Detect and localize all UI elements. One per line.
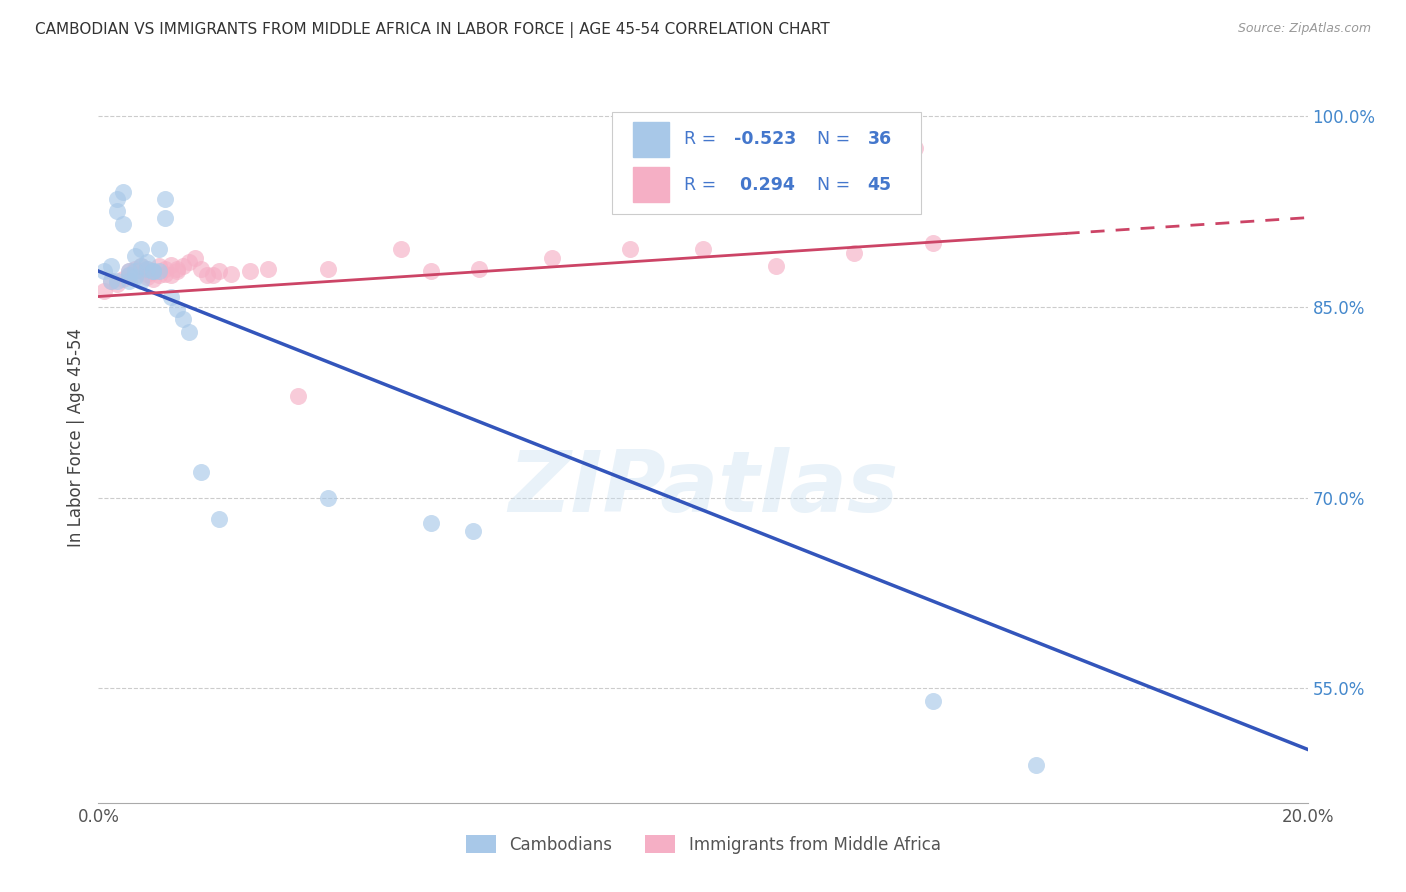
Point (105, 277, 128, 291)
Point (208, 512, 231, 526)
Point (540, 252, 562, 266)
Point (172, 259, 194, 273)
Point (195, 268, 218, 282)
Text: N =: N = (817, 130, 855, 148)
Point (202, 268, 225, 282)
Point (184, 252, 207, 266)
Point (118, 264, 141, 278)
Point (844, 246, 866, 260)
Text: R =: R = (683, 130, 721, 148)
Point (135, 270, 157, 285)
Point (129, 274, 152, 288)
Point (93, 264, 115, 278)
Point (148, 259, 170, 273)
Point (389, 243, 412, 257)
Point (111, 271, 134, 285)
Point (129, 259, 152, 273)
Point (692, 243, 714, 257)
Text: 0.294: 0.294 (734, 176, 796, 194)
Legend: Cambodians, Immigrants from Middle Africa: Cambodians, Immigrants from Middle Afric… (458, 829, 948, 860)
Point (105, 274, 128, 288)
Point (142, 264, 165, 278)
Point (129, 243, 152, 257)
Point (129, 259, 152, 273)
Point (619, 243, 641, 257)
Point (124, 270, 146, 285)
Point (111, 217, 134, 231)
Point (316, 491, 339, 505)
Point (100, 274, 122, 288)
Point (148, 264, 170, 278)
Point (190, 465, 212, 479)
Point (765, 259, 787, 273)
Point (420, 264, 443, 278)
Point (142, 264, 165, 278)
Point (221, 267, 243, 281)
Point (316, 261, 339, 276)
Text: ZIPatlas: ZIPatlas (508, 447, 898, 530)
Point (153, 267, 176, 281)
Point (100, 274, 122, 288)
Point (124, 268, 146, 282)
Point (160, 258, 183, 272)
Point (135, 261, 157, 276)
Point (239, 264, 262, 278)
Point (166, 264, 188, 278)
Point (153, 261, 176, 276)
Point (124, 249, 146, 263)
Point (166, 261, 188, 276)
Point (208, 264, 231, 278)
Text: N =: N = (817, 176, 855, 194)
Point (124, 261, 146, 276)
Point (148, 268, 170, 282)
Point (148, 243, 170, 257)
Point (111, 185, 134, 199)
Point (468, 261, 491, 276)
Point (118, 268, 141, 282)
Bar (633, 122, 669, 157)
Point (463, 524, 485, 538)
Point (135, 255, 157, 269)
Point (105, 192, 128, 206)
Point (142, 271, 165, 285)
Point (160, 289, 183, 303)
Point (420, 516, 443, 530)
Point (129, 264, 152, 278)
Point (160, 268, 183, 282)
Point (1024, 757, 1046, 772)
Point (256, 261, 278, 276)
Point (135, 261, 157, 276)
Point (179, 325, 201, 339)
Text: -0.523: -0.523 (734, 130, 797, 148)
Text: 45: 45 (868, 176, 891, 194)
Point (118, 268, 141, 282)
Text: R =: R = (683, 176, 721, 194)
Point (153, 211, 176, 225)
Point (100, 259, 122, 273)
Point (124, 264, 146, 278)
Point (153, 192, 176, 206)
Text: Source: ZipAtlas.com: Source: ZipAtlas.com (1237, 22, 1371, 36)
Point (904, 141, 927, 155)
Y-axis label: In Labor Force | Age 45-54: In Labor Force | Age 45-54 (66, 327, 84, 547)
Point (118, 264, 141, 278)
Point (921, 236, 943, 251)
Point (118, 274, 141, 288)
Point (921, 694, 943, 708)
Bar (633, 167, 669, 202)
Point (93, 285, 115, 299)
Text: 36: 36 (868, 130, 891, 148)
Point (166, 302, 188, 317)
Text: CAMBODIAN VS IMMIGRANTS FROM MIDDLE AFRICA IN LABOR FORCE | AGE 45-54 CORRELATIO: CAMBODIAN VS IMMIGRANTS FROM MIDDLE AFRI… (35, 22, 830, 38)
Point (135, 267, 157, 281)
FancyBboxPatch shape (613, 112, 921, 214)
Point (190, 261, 212, 276)
Point (287, 389, 309, 403)
Point (142, 265, 165, 279)
Point (179, 255, 201, 269)
Point (105, 204, 128, 219)
Point (172, 312, 194, 326)
